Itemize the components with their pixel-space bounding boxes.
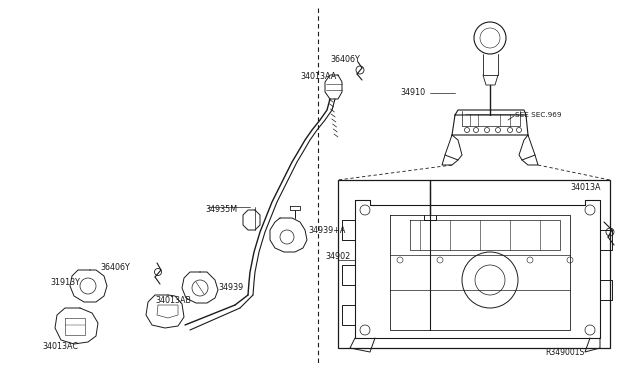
Text: R349001S: R349001S <box>545 348 584 357</box>
Text: 34013A: 34013A <box>570 183 600 192</box>
Text: 36406Y: 36406Y <box>100 263 130 272</box>
Text: 34013AC: 34013AC <box>42 342 78 351</box>
Text: 36406Y: 36406Y <box>330 55 360 64</box>
Bar <box>338 180 610 348</box>
Text: 34013AB: 34013AB <box>155 296 191 305</box>
Text: SEE SEC.969: SEE SEC.969 <box>515 112 561 118</box>
Text: 34902: 34902 <box>325 252 350 261</box>
Text: 31913Y: 31913Y <box>50 278 80 287</box>
Text: 34935M: 34935M <box>205 205 237 214</box>
Text: 34939: 34939 <box>218 283 243 292</box>
Text: 34939+A: 34939+A <box>308 226 346 235</box>
Text: 34910: 34910 <box>400 88 425 97</box>
Text: 34013AA: 34013AA <box>300 72 336 81</box>
